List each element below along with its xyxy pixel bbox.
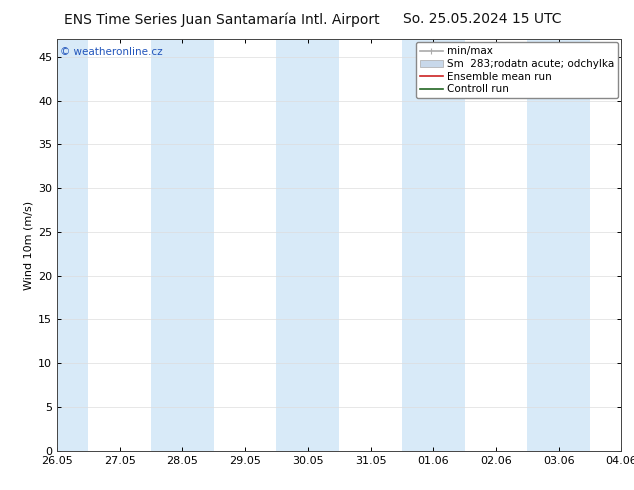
Y-axis label: Wind 10m (m/s): Wind 10m (m/s) <box>24 200 34 290</box>
Text: © weatheronline.cz: © weatheronline.cz <box>60 48 162 57</box>
Legend: min/max, Sm  283;rodatn acute; odchylka, Ensemble mean run, Controll run: min/max, Sm 283;rodatn acute; odchylka, … <box>415 42 618 98</box>
Bar <box>402 39 465 451</box>
Bar <box>57 39 88 451</box>
Bar <box>527 39 590 451</box>
Bar <box>276 39 339 451</box>
Bar <box>151 39 214 451</box>
Text: So. 25.05.2024 15 UTC: So. 25.05.2024 15 UTC <box>403 12 561 26</box>
Text: ENS Time Series Juan Santamaría Intl. Airport: ENS Time Series Juan Santamaría Intl. Ai… <box>64 12 380 27</box>
